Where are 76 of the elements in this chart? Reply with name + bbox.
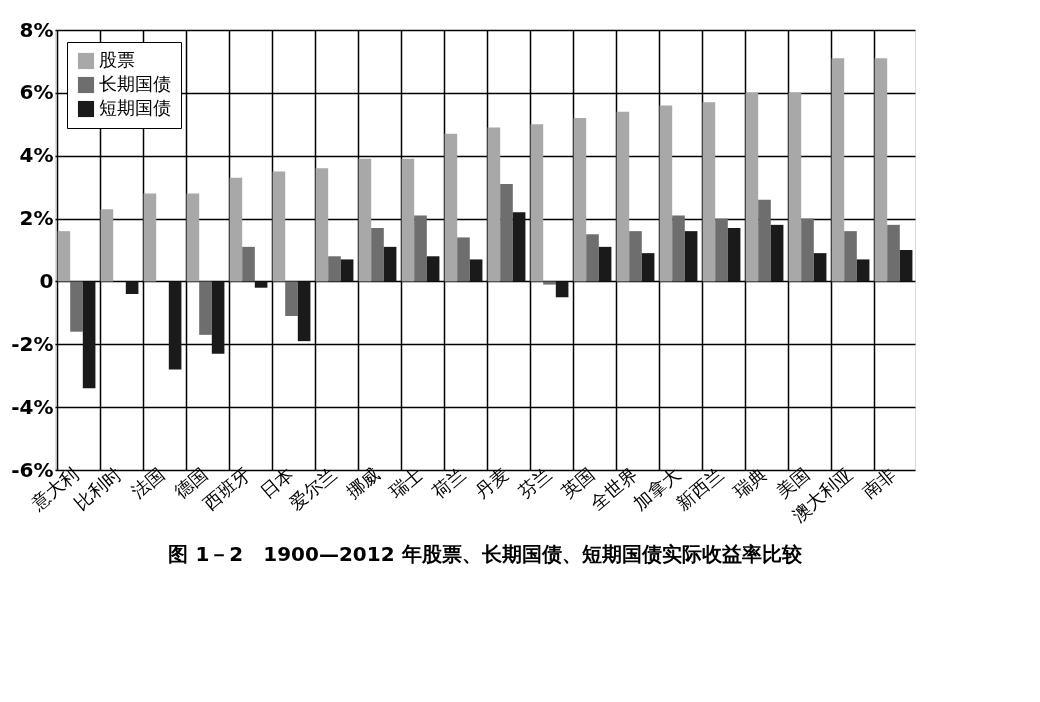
bar	[70, 281, 83, 332]
bar	[887, 224, 900, 282]
bar	[899, 250, 913, 282]
bar	[57, 231, 71, 282]
y-tick-label: 4%	[19, 143, 54, 168]
bar	[844, 231, 857, 282]
bar	[272, 171, 286, 282]
y-tick-label: -2%	[11, 331, 54, 356]
bar	[758, 199, 771, 282]
bar	[82, 281, 96, 389]
bar	[813, 253, 827, 282]
bar	[874, 58, 888, 282]
x-tick-label: 挪威	[342, 463, 384, 503]
bar	[186, 193, 200, 282]
y-tick-label: 2%	[19, 206, 54, 231]
bar	[242, 246, 255, 282]
bar	[715, 218, 728, 282]
bar	[856, 259, 870, 282]
bar	[297, 281, 311, 342]
bar	[168, 281, 182, 370]
bar	[770, 224, 784, 282]
bar	[555, 281, 569, 298]
bar	[727, 228, 741, 282]
x-tick-label: 法国	[127, 463, 169, 503]
bar	[444, 133, 458, 282]
legend-label: 短期国债	[99, 97, 171, 118]
bar	[340, 259, 354, 282]
bar	[328, 256, 341, 282]
bar	[143, 193, 157, 282]
text: 图 1－2 1900—2012 年股票、长期国债、短期国债实际收益率比较	[168, 542, 803, 567]
x-tick-label: 瑞士	[385, 463, 427, 503]
bar	[512, 212, 526, 282]
bar	[598, 246, 612, 282]
y-tick-label: -4%	[11, 394, 54, 419]
legend-label: 长期国债	[99, 73, 171, 94]
x-tick-label: 丹麦	[471, 463, 513, 503]
bar	[125, 281, 139, 294]
bar	[211, 281, 225, 354]
bar	[371, 228, 384, 282]
y-tick-label: -6%	[11, 457, 54, 482]
y-tick-label: 6%	[19, 80, 54, 105]
bar	[543, 281, 556, 285]
bar	[831, 58, 845, 282]
y-tick-label: 0	[39, 268, 54, 293]
bar	[702, 102, 716, 282]
bar	[629, 231, 642, 282]
bar	[684, 231, 698, 282]
legend-label: 股票	[99, 49, 135, 70]
x-tick-label: 荷兰	[428, 463, 470, 503]
bar	[100, 209, 114, 282]
bar	[254, 281, 268, 288]
bar	[426, 256, 440, 282]
bar	[573, 118, 587, 282]
bar	[616, 111, 630, 282]
bar	[641, 253, 655, 282]
bar	[500, 184, 513, 282]
bar	[659, 105, 673, 282]
bar	[401, 158, 415, 282]
bar	[315, 168, 329, 282]
x-tick-label: 芬兰	[514, 463, 556, 503]
bar	[801, 218, 814, 282]
bar	[469, 259, 483, 282]
bar	[487, 127, 501, 282]
bar	[457, 237, 470, 282]
y-tick-label: 8%	[19, 17, 54, 42]
bar	[414, 215, 427, 282]
bar	[586, 234, 599, 282]
bar	[358, 158, 372, 282]
bar	[745, 92, 759, 282]
bar	[383, 246, 397, 282]
bar	[788, 92, 802, 282]
bar	[530, 124, 544, 282]
bar	[229, 177, 243, 282]
bar	[672, 215, 685, 282]
bar	[199, 281, 212, 335]
bar	[285, 281, 298, 316]
